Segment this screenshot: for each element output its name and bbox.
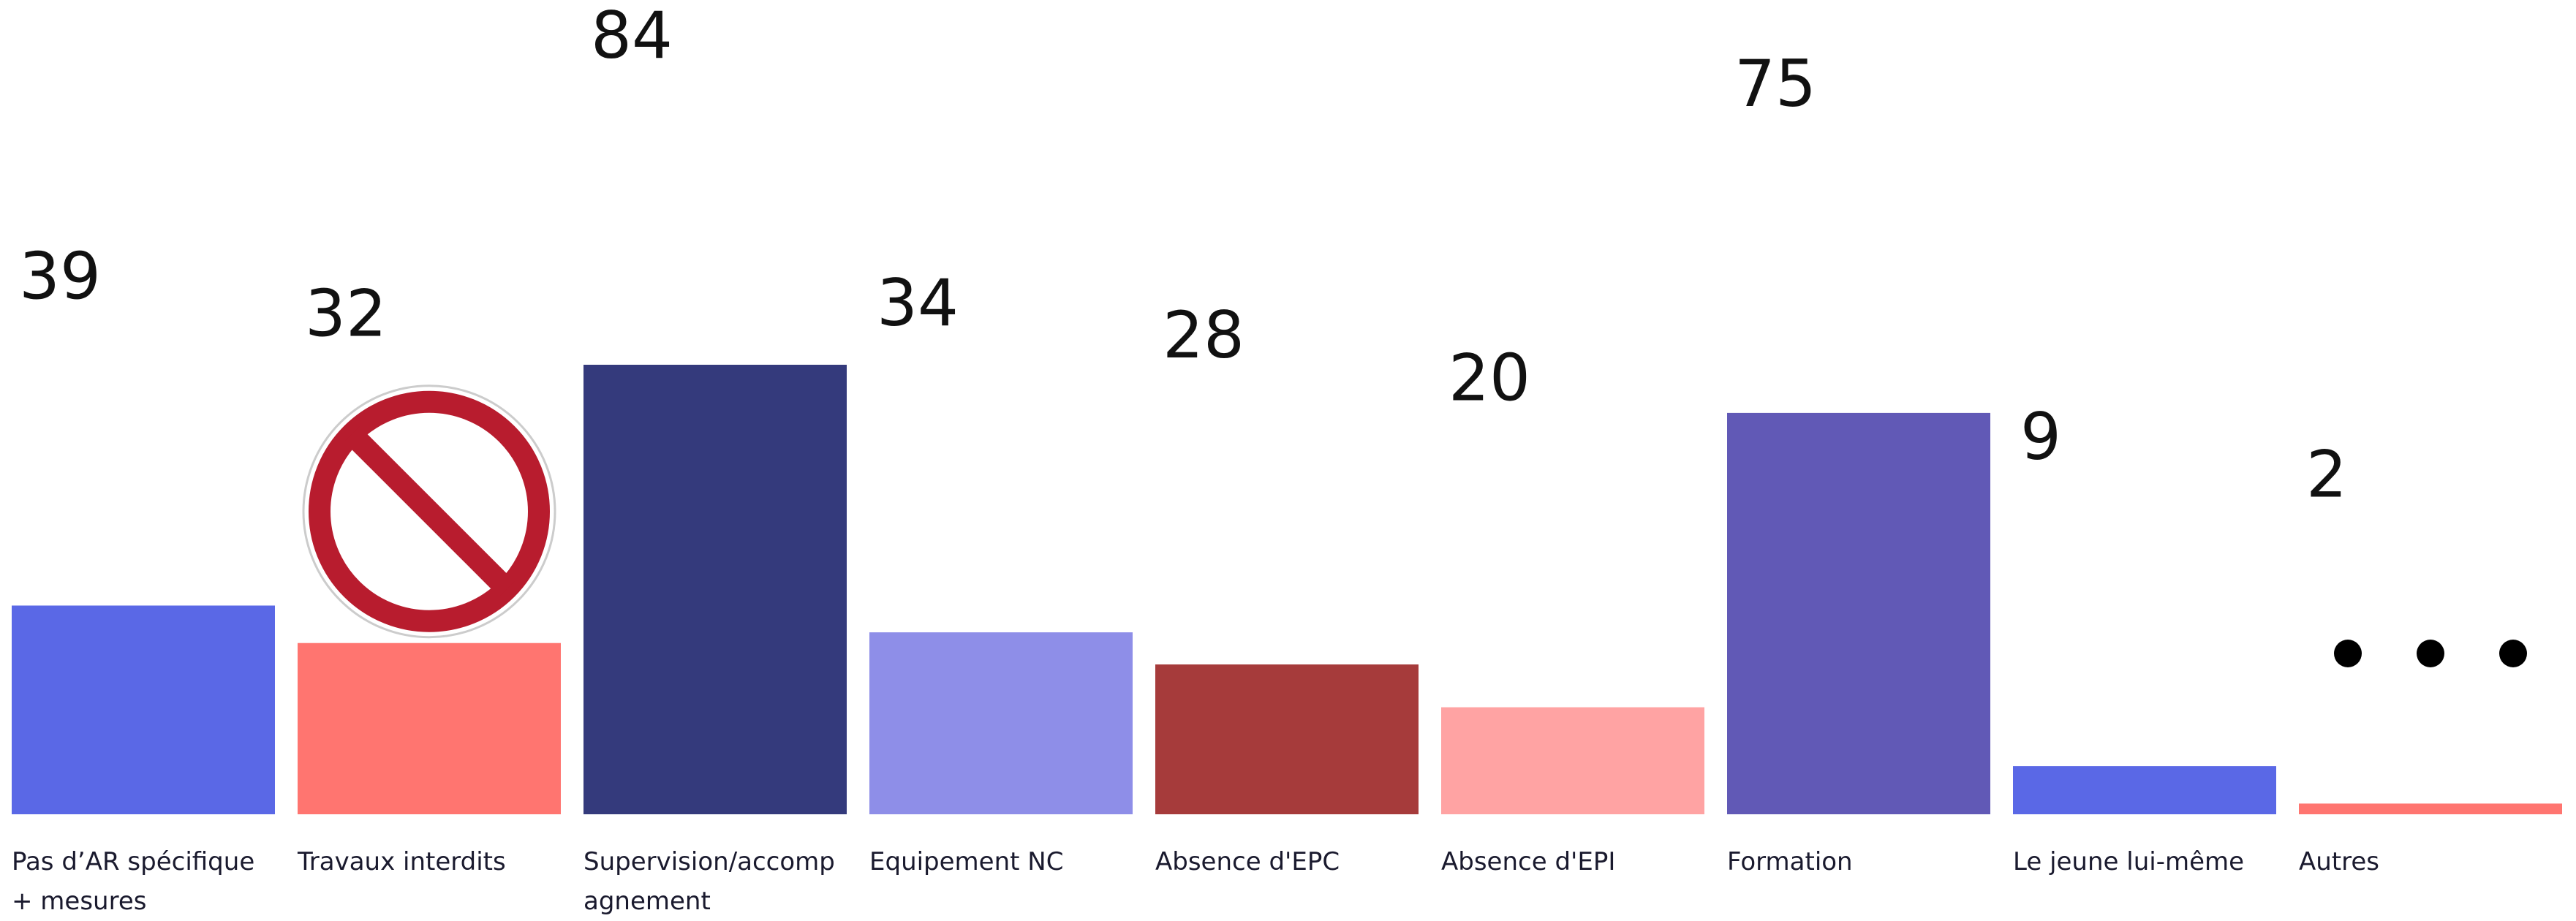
value-label: 28: [1163, 297, 1244, 373]
bar: [1155, 664, 1419, 814]
bar: [1727, 412, 1990, 814]
category-label: Le jeune lui-même: [2013, 847, 2245, 876]
value-label: 75: [1734, 46, 1816, 121]
category-label: Equipement NC: [869, 847, 1064, 876]
value-label: 32: [305, 276, 387, 352]
illustration: [344, 426, 515, 597]
value-label: 9: [2020, 399, 2061, 474]
bar: [12, 605, 275, 814]
value-label: 39: [19, 238, 101, 314]
bar: [583, 365, 847, 814]
category-label: Absence d'EPI: [1441, 847, 1616, 876]
category-label: Autres: [2299, 847, 2380, 876]
illustration: [2499, 640, 2527, 667]
bar: [1441, 707, 1704, 814]
bar: [298, 643, 561, 814]
category-label: Pas d’AR spécifique + mesures: [12, 847, 255, 916]
category-label: Absence d'EPC: [1155, 847, 1340, 876]
bar: [869, 632, 1133, 814]
bar: [2299, 803, 2562, 814]
illustration: [309, 390, 550, 632]
bar: [2013, 766, 2276, 814]
illustration: [2417, 640, 2444, 667]
illustration: [2334, 640, 2362, 667]
value-label: 20: [1448, 341, 1530, 416]
value-label: 84: [591, 0, 673, 73]
category-label: Supervision/accompagnement: [583, 847, 835, 916]
category-label: Formation: [1727, 847, 1853, 876]
value-label: 2: [2306, 436, 2347, 512]
value-label: 34: [877, 265, 959, 341]
category-label: Travaux interdits: [298, 847, 506, 876]
